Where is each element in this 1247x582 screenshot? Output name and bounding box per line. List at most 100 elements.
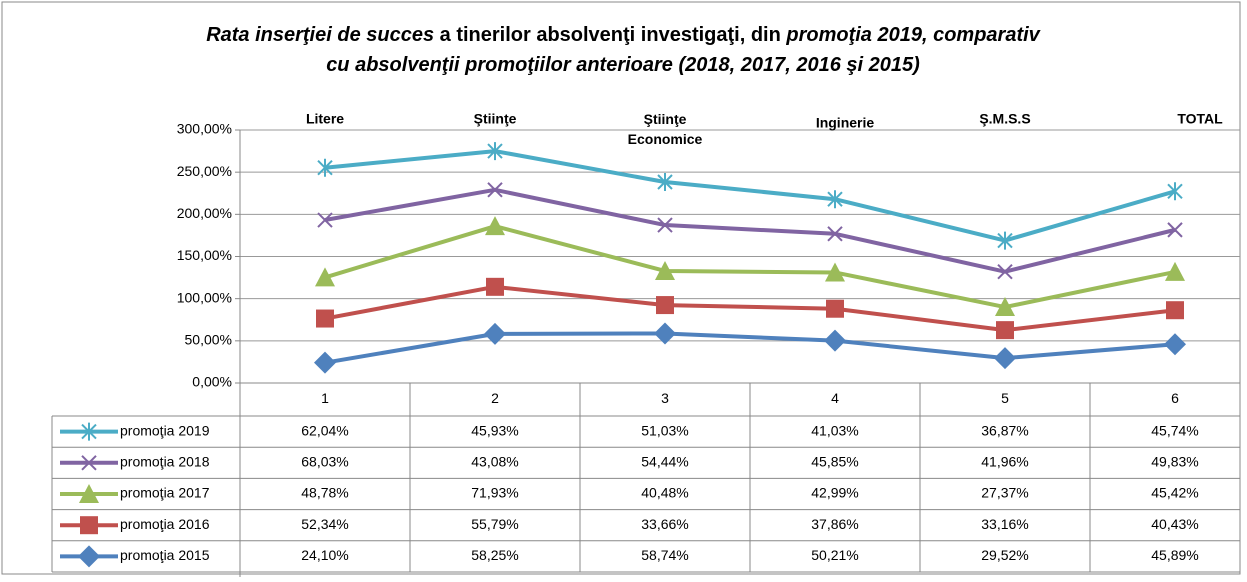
- table-value: 43,08%: [471, 454, 518, 470]
- table-value: 40,43%: [1151, 516, 1198, 532]
- marker: [81, 455, 97, 471]
- marker: [827, 190, 843, 209]
- marker: [1165, 261, 1185, 281]
- table-value: 36,87%: [981, 422, 1028, 438]
- marker: [997, 263, 1013, 280]
- table-value: 51,03%: [641, 422, 688, 438]
- marker: [994, 347, 1016, 370]
- x-tick-label: 5: [1001, 390, 1009, 406]
- marker: [656, 296, 674, 315]
- markers: [315, 216, 1185, 317]
- group-label: TOTAL: [1177, 111, 1223, 127]
- marker: [314, 351, 336, 374]
- markers: [317, 142, 1183, 250]
- marker: [827, 226, 843, 242]
- marker: [1166, 301, 1184, 320]
- marker: [317, 212, 333, 228]
- marker: [995, 297, 1015, 317]
- x-tick-label: 6: [1171, 390, 1179, 406]
- title-part: promoţia 2019, comparativ: [785, 24, 1041, 46]
- marker: [487, 182, 503, 198]
- legend-label: promoţia 2018: [120, 454, 210, 470]
- table-value: 37,86%: [811, 516, 858, 532]
- series-line: [324, 187, 1176, 274]
- table-value: 45,85%: [811, 454, 858, 470]
- table-value: 27,37%: [981, 485, 1028, 501]
- group-label: Ştiinţe: [474, 111, 517, 127]
- chart-title: Rata inserţiei de succes a tinerilor abs…: [206, 24, 1041, 46]
- table-value: 45,89%: [1151, 547, 1198, 563]
- table-value: 71,93%: [471, 485, 518, 501]
- marker: [655, 260, 675, 280]
- y-tick-label: 250,00%: [177, 163, 232, 179]
- marker: [80, 516, 98, 535]
- y-tick-label: 200,00%: [177, 205, 232, 221]
- group-label: Ş.M.S.S: [979, 111, 1030, 127]
- y-tick-label: 100,00%: [177, 289, 232, 305]
- marker: [486, 277, 504, 296]
- table-value: 48,78%: [301, 485, 348, 501]
- table-value: 50,21%: [811, 547, 858, 563]
- table-value: 68,03%: [301, 454, 348, 470]
- marker: [826, 299, 844, 318]
- marker: [1164, 333, 1186, 356]
- marker: [657, 217, 673, 233]
- marker: [997, 231, 1013, 250]
- x-tick-label: 3: [661, 390, 669, 406]
- series-line: [324, 224, 1176, 310]
- y-tick-label: 150,00%: [177, 247, 232, 263]
- table-value: 45,42%: [1151, 485, 1198, 501]
- table-value: 45,74%: [1151, 422, 1198, 438]
- series-line: [324, 149, 1176, 243]
- markers: [314, 322, 1186, 374]
- markers: [316, 277, 1184, 340]
- marker: [825, 262, 845, 282]
- group-label: Ştiinţe Economice: [628, 111, 703, 147]
- table-value: 49,83%: [1151, 454, 1198, 470]
- table-value: 33,66%: [641, 516, 688, 532]
- marker: [657, 172, 673, 191]
- marker: [81, 422, 97, 441]
- table-value: 52,34%: [301, 516, 348, 532]
- marker: [484, 322, 506, 345]
- x-tick-label: 1: [321, 390, 329, 406]
- table-value: 58,25%: [471, 547, 518, 563]
- table-value: 54,44%: [641, 454, 688, 470]
- legend-label: promoţia 2016: [120, 516, 210, 532]
- marker: [996, 321, 1014, 340]
- legend-label: promoţia 2017: [120, 485, 210, 501]
- table-value: 41,03%: [811, 422, 858, 438]
- chart-title: cu absolvenţii promoţiilor anterioare (2…: [326, 54, 920, 76]
- legend-label: promoţia 2019: [120, 422, 210, 438]
- marker: [487, 142, 503, 161]
- marker: [485, 216, 505, 236]
- marker: [316, 309, 334, 328]
- y-tick-label: 0,00%: [192, 374, 232, 390]
- table-value: 29,52%: [981, 547, 1028, 563]
- series-line: [324, 284, 1176, 333]
- marker: [78, 545, 100, 568]
- marker: [317, 158, 333, 177]
- y-tick-label: 300,00%: [177, 121, 232, 137]
- title-part: a tinerilor absolvenţi investigaţi, din: [434, 24, 786, 46]
- table-value: 55,79%: [471, 516, 518, 532]
- table-value: 45,93%: [471, 422, 518, 438]
- table-value: 62,04%: [301, 422, 348, 438]
- table-value: 40,48%: [641, 485, 688, 501]
- marker: [1167, 182, 1183, 201]
- legend-label: promoţia 2015: [120, 547, 210, 563]
- x-tick-label: 2: [491, 390, 499, 406]
- y-tick-label: 50,00%: [185, 332, 232, 348]
- group-label: Litere: [306, 111, 344, 127]
- x-tick-label: 4: [831, 390, 839, 406]
- group-label: Inginerie: [816, 115, 875, 131]
- marker: [1167, 222, 1183, 238]
- marker: [315, 267, 335, 287]
- title-part: Rata inserţiei de succes: [206, 24, 434, 46]
- marker: [824, 329, 846, 352]
- table-value: 41,96%: [981, 454, 1028, 470]
- marker: [79, 484, 99, 503]
- marker: [654, 322, 676, 345]
